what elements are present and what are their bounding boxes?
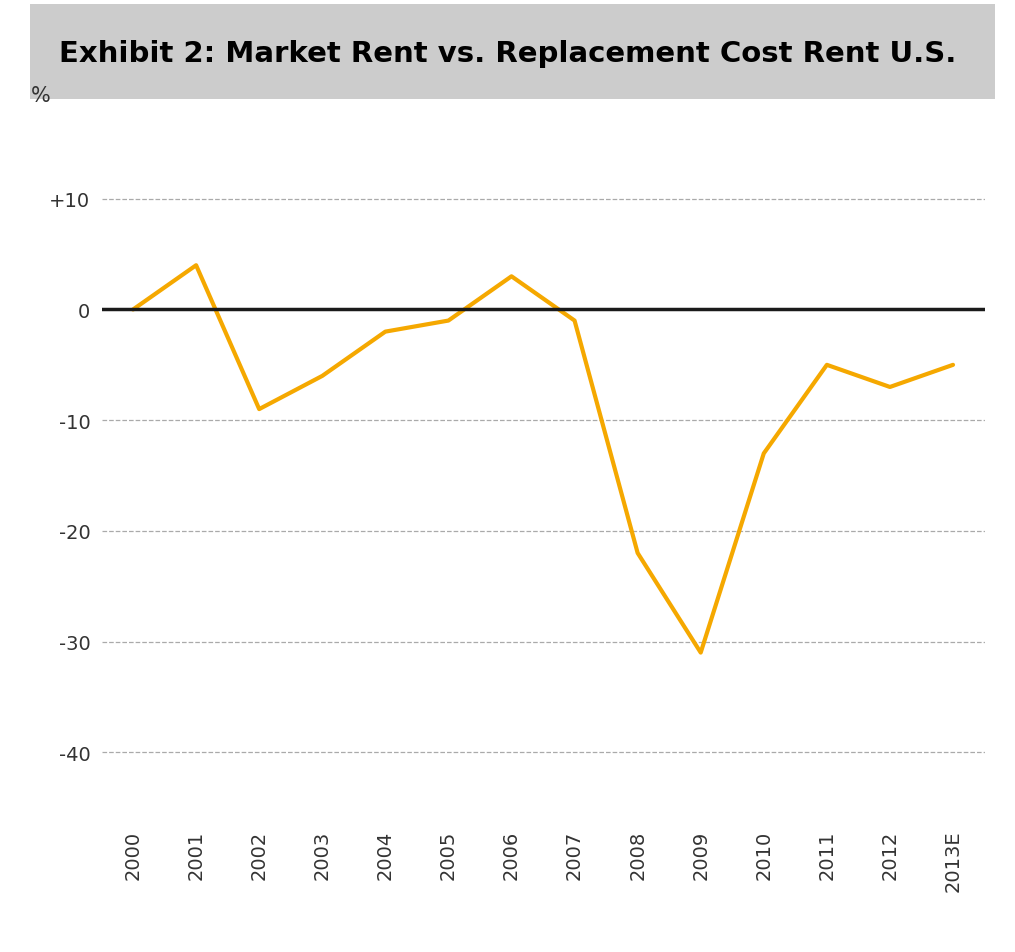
Text: %: %: [30, 86, 51, 106]
Text: Exhibit 2: Market Rent vs. Replacement Cost Rent U.S.: Exhibit 2: Market Rent vs. Replacement C…: [59, 40, 957, 69]
